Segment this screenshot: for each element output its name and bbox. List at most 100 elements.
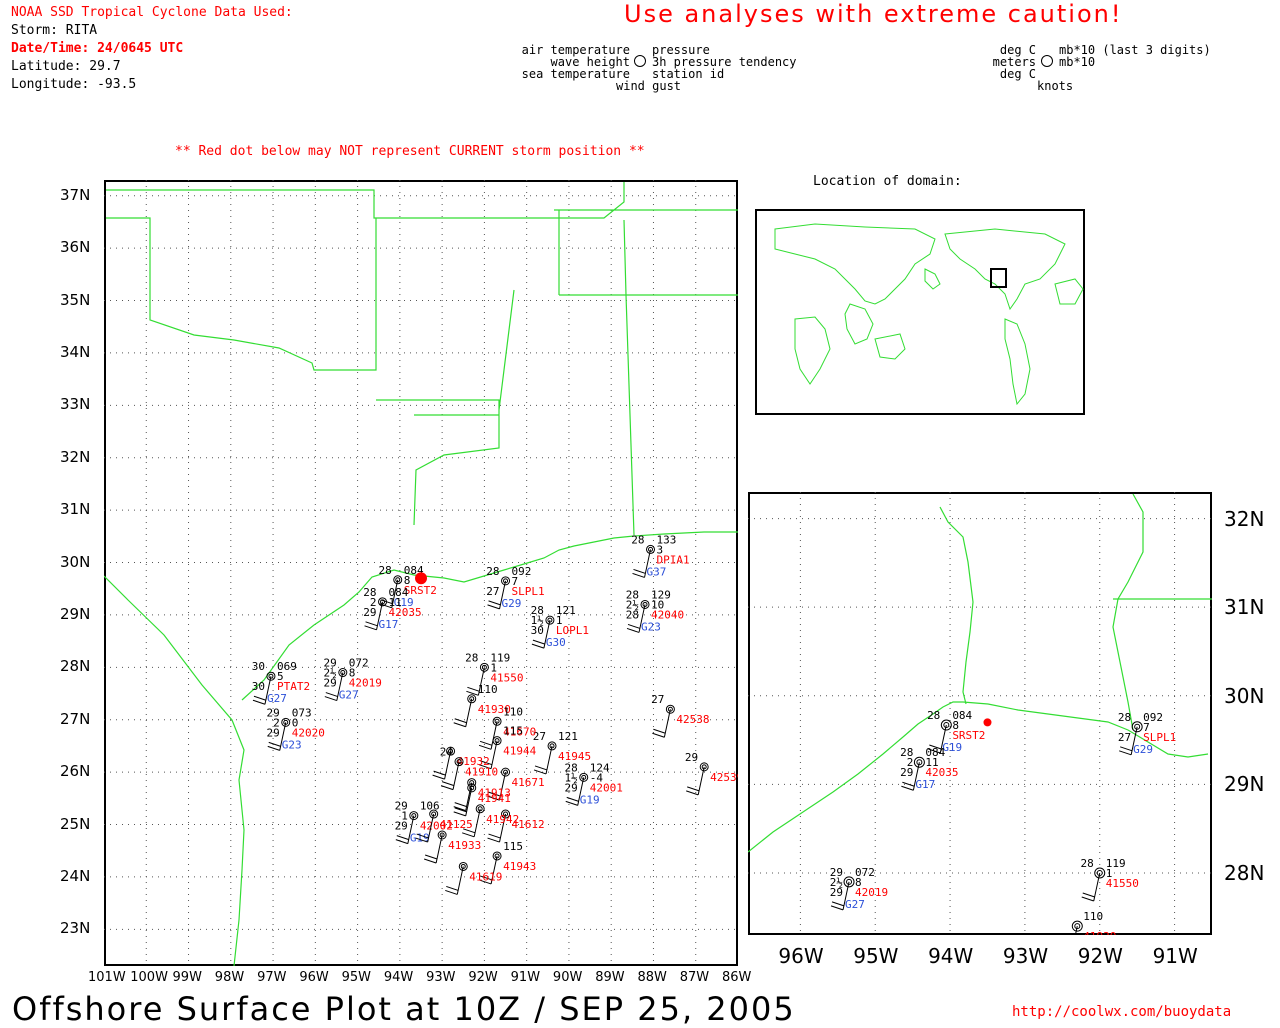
station-air-temp: 29 <box>685 751 698 764</box>
station-41671[interactable]: 41671 <box>487 767 545 801</box>
station-air-temp: 29 <box>830 866 843 879</box>
station-pressure: 110 <box>1083 910 1103 923</box>
legend-pressure: pressure <box>652 43 710 57</box>
station-pressure: 069 <box>277 660 297 673</box>
gulf-coastline <box>104 531 738 966</box>
station-id: 41944 <box>503 745 536 758</box>
station-41612[interactable]: 41612 <box>487 809 545 843</box>
wind-barb-icon <box>830 881 850 911</box>
station-circle-icon <box>1131 721 1143 733</box>
axis-label: 100W <box>130 970 168 985</box>
station-41945[interactable]: 27 121 41945 <box>533 730 591 775</box>
station-41943[interactable]: 115 41943 <box>478 840 536 885</box>
station-42538[interactable]: 27 42538 <box>651 693 709 738</box>
station-41913[interactable]: 41913 <box>453 778 511 812</box>
station-41932[interactable]: 41932 <box>432 746 490 780</box>
station-wave-height: 2½ <box>324 667 337 680</box>
station-id: 41941 <box>478 792 511 805</box>
station-circle-icon <box>492 851 502 861</box>
station-id: 41943 <box>503 860 536 873</box>
station-circle-icon <box>1094 867 1106 879</box>
unit-air-temp: deg C <box>999 43 1036 57</box>
station-circle-icon <box>699 762 709 772</box>
station-41944[interactable]: 115 41944 <box>478 725 537 770</box>
wind-barb-icon <box>487 580 507 610</box>
legend-wave-height: wave height <box>550 55 630 69</box>
station-inner-circle-icon <box>846 878 853 885</box>
axis-label: 29N <box>1224 772 1265 797</box>
station-sea-temp: 29 <box>363 606 376 619</box>
station-pressure: 119 <box>490 651 510 664</box>
station-41941[interactable]: 41941 <box>453 783 511 817</box>
station-41619[interactable]: 41619 <box>445 861 502 895</box>
station-tendency: 7 <box>512 575 519 588</box>
axis-label: 90W <box>552 970 583 985</box>
axis-label: 91W <box>510 970 541 985</box>
axis-label: 27N <box>60 709 91 728</box>
legend-station-circle-icon <box>634 55 646 67</box>
station-circle-icon <box>843 876 855 888</box>
station-tendency: 7 <box>1143 721 1150 734</box>
station-pressure: 110 <box>503 705 523 718</box>
station-sea-temp: 30 <box>252 680 265 693</box>
footer-url-link[interactable]: http://coolwx.com/buoydata <box>1012 1004 1232 1020</box>
station-42539[interactable]: 29 42539 <box>685 751 738 796</box>
station-id: 41910 <box>465 766 498 779</box>
wind-barb-icon <box>652 709 671 738</box>
station-gust: G17 <box>915 778 935 791</box>
station-wave-height: 2 <box>370 596 377 609</box>
station-sea-temp: 30 <box>531 624 544 637</box>
station-air-temp: 28 <box>631 533 644 546</box>
station-41930[interactable]: 110 41930 <box>1059 910 1116 935</box>
storm-name: Storm: RITA <box>11 23 98 38</box>
station-41933[interactable]: 41933 <box>423 830 481 864</box>
wind-barb-icon <box>1119 726 1138 756</box>
station-air-temp: 28 <box>1080 857 1093 870</box>
station-41670[interactable]: 110 41670 <box>478 705 536 750</box>
station-41125[interactable]: 41125 <box>415 809 473 843</box>
station-41942[interactable]: 41942 <box>462 804 519 838</box>
station-air-temp: 28 <box>927 709 940 722</box>
station-id: 42019 <box>349 677 382 690</box>
station-sea-temp: 29 <box>266 726 279 739</box>
station-id: 41933 <box>448 839 481 852</box>
station-41910[interactable]: 24 41910 <box>440 746 498 791</box>
wind-barb-icon <box>487 772 507 801</box>
axis-label: 91W <box>1152 944 1198 968</box>
station-41930[interactable]: 110 41930 <box>453 683 511 728</box>
station-id: DPIA1 <box>657 553 690 566</box>
station-circle-icon <box>501 576 511 586</box>
station-tendency: 1 <box>1106 867 1113 880</box>
station-sea-temp: 27 <box>486 585 499 598</box>
station-circle-icon <box>545 615 555 625</box>
axis-label: 92W <box>1077 944 1123 968</box>
legend-tendency: 3h pressure tendency <box>652 55 797 69</box>
wind-barb-icon <box>1074 926 1078 935</box>
axis-label: 35N <box>60 290 91 309</box>
station-circle-icon <box>467 694 477 704</box>
station-id: PTAT2 <box>277 680 310 693</box>
axis-label: 99W <box>172 970 202 985</box>
station-air-temp: 27 <box>533 730 546 743</box>
storm-datetime: Date/Time: 24/0645 UTC <box>11 41 184 56</box>
axis-label: 96W <box>299 970 329 985</box>
